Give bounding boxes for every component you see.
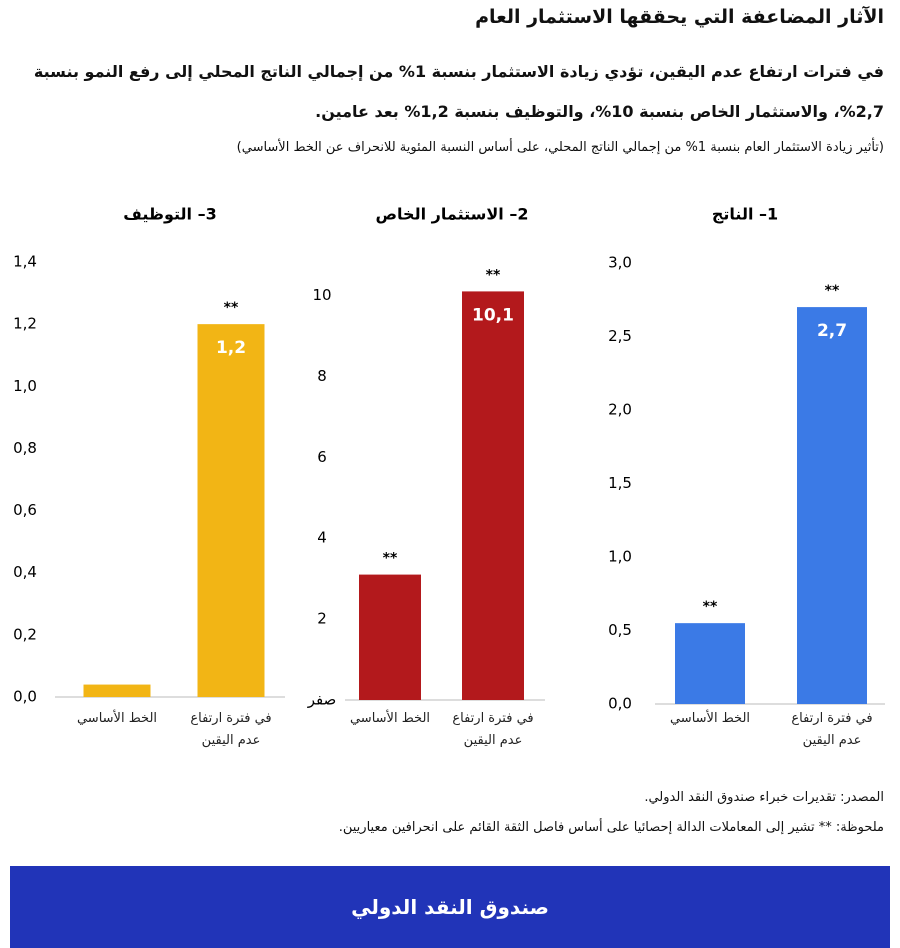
x-tick-label-box: في فترة ارتفاع عدم اليقين [791, 711, 873, 748]
y-tick-label: صفر [307, 691, 337, 709]
bar [675, 623, 745, 704]
x-tick-label: في فترة ارتفاع عدم اليقين [190, 711, 272, 748]
y-tick-label: 3,0 [608, 254, 632, 272]
y-tick-label: 1,4 [13, 253, 37, 271]
y-tick-label: 0,0 [608, 695, 632, 713]
title: الآثار المضاعفة التي يحققها الاستثمار ال… [475, 6, 884, 28]
y-tick-label: 1,2 [13, 315, 37, 333]
x-tick-label-box: الخط الأساسي [669, 711, 751, 726]
y-tick-label: 0,5 [608, 621, 632, 639]
banner: صندوق النقد الدولي [10, 866, 890, 948]
value-label: 1,2 [216, 338, 246, 358]
y-tick-label: 0,0 [13, 688, 37, 706]
panel-title: 1– الناتج [712, 205, 778, 224]
value-label: 10,1 [472, 305, 514, 325]
y-tick-label: 1,5 [608, 474, 632, 492]
subtitle: في فترات ارتفاع عدم اليقين، تؤدي زيادة ا… [33, 62, 884, 121]
significance-mark: ** [703, 599, 718, 615]
y-tick-label: 0,2 [13, 625, 37, 643]
panel-title: 2– الاستثمار الخاص [376, 205, 529, 224]
significance-mark: ** [486, 267, 501, 283]
bar [359, 574, 421, 700]
x-tick-label: الخط الأساسي [76, 711, 158, 726]
charts: 1– الناتج 0,0 0,5 1,0 1,5 2,0 2,5 3,0 ** الخط الأ… [13, 205, 885, 748]
y-tick-label: 0,4 [13, 563, 37, 581]
y-tick-label: 2 [317, 610, 327, 628]
x-tick-label: الخط الأساسي [669, 711, 751, 726]
panel-title: 3– التوظيف [123, 205, 216, 224]
significance-mark: ** [825, 283, 840, 299]
source: المصدر: تقديرات خبراء صندوق النقد الدولي… [644, 790, 884, 805]
bar [797, 307, 867, 704]
x-tick-label-box: الخط الأساسي [349, 711, 431, 726]
significance-mark: ** [224, 300, 239, 316]
significance-mark: ** [383, 551, 398, 567]
y-tick-label: 10 [312, 286, 331, 304]
x-tick-label: الخط الأساسي [349, 711, 431, 726]
y-tick-label: 1,0 [608, 548, 632, 566]
note: ملحوظة: ** تشير إلى المعاملات الدالة إحص… [338, 820, 884, 835]
y-tick-label: 8 [317, 367, 327, 385]
y-tick-label: 0,6 [13, 501, 37, 519]
x-tick-label: في فترة ارتفاع عدم اليقين [452, 711, 534, 748]
value-label: 2,7 [817, 321, 847, 341]
bar [83, 684, 151, 697]
y-tick-label: 0,8 [13, 439, 37, 457]
x-tick-label: في فترة ارتفاع عدم اليقين [791, 711, 873, 748]
bar [197, 324, 265, 697]
x-tick-label-box: الخط الأساسي [76, 711, 158, 726]
y-tick-label: 2,0 [608, 401, 632, 419]
y-tick-label: 4 [317, 529, 327, 547]
x-tick-label-box: في فترة ارتفاع عدم اليقين [190, 711, 272, 748]
y-tick-label: 6 [317, 448, 327, 466]
y-tick-label: 2,5 [608, 327, 632, 345]
bar [462, 291, 524, 700]
note-paren: (تأثير زيادة الاستثمار العام بنسبة 1% من… [236, 140, 884, 155]
y-tick-label: 1,0 [13, 377, 37, 395]
x-tick-label-box: في فترة ارتفاع عدم اليقين [452, 711, 534, 748]
